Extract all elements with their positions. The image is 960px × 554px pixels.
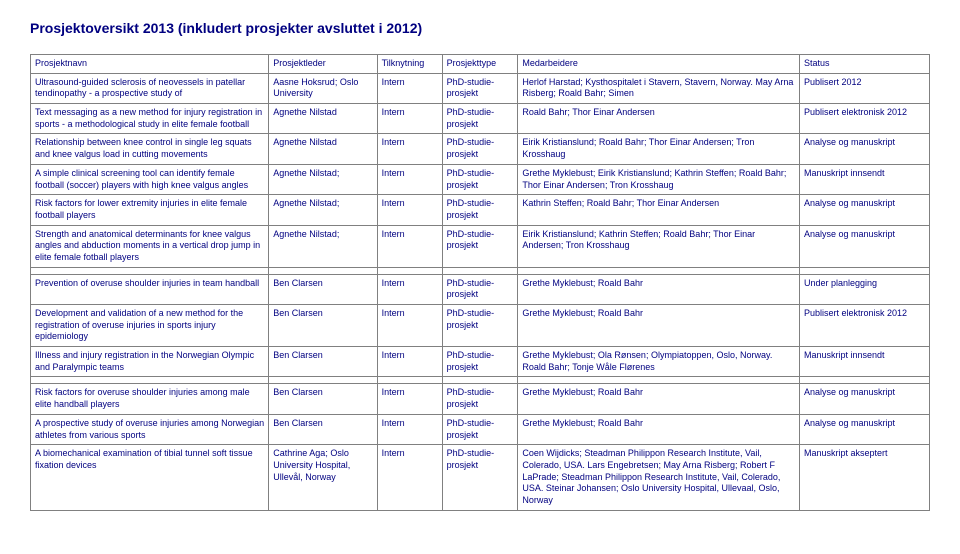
table-cell: Intern <box>377 414 442 444</box>
table-cell: Ben Clarsen <box>269 347 377 377</box>
table-cell: PhD-studie-prosjekt <box>442 104 518 134</box>
projects-table: Prosjektnavn Prosjektleder Tilknytning P… <box>30 54 930 511</box>
table-cell: Grethe Myklebust; Roald Bahr <box>518 274 800 304</box>
table-cell: Risk factors for overuse shoulder injuri… <box>31 384 269 414</box>
table-cell: Text messaging as a new method for injur… <box>31 104 269 134</box>
table-row: Relationship between knee control in sin… <box>31 134 930 164</box>
table-cell: Grethe Myklebust; Eirik Kristianslund; K… <box>518 164 800 194</box>
table-cell: PhD-studie-prosjekt <box>442 225 518 267</box>
table-cell: Ultrasound-guided sclerosis of neovessel… <box>31 73 269 103</box>
table-cell: PhD-studie-prosjekt <box>442 73 518 103</box>
table-cell: A biomechanical examination of tibial tu… <box>31 445 269 510</box>
table-cell: Eirik Kristianslund; Kathrin Steffen; Ro… <box>518 225 800 267</box>
table-row: Strength and anatomical determinants for… <box>31 225 930 267</box>
table-cell: Agnethe Nilstad; <box>269 195 377 225</box>
table-cell: PhD-studie-prosjekt <box>442 384 518 414</box>
table-cell: Aasne Hoksrud; Oslo University <box>269 73 377 103</box>
table-cell: Agnethe Nilstad <box>269 104 377 134</box>
table-cell: Analyse og manuskript <box>800 414 930 444</box>
table-cell: PhD-studie-prosjekt <box>442 414 518 444</box>
col-status: Status <box>800 55 930 74</box>
table-cell: Strength and anatomical determinants for… <box>31 225 269 267</box>
table-cell: Intern <box>377 274 442 304</box>
table-cell: Intern <box>377 164 442 194</box>
table-cell: Illness and injury registration in the N… <box>31 347 269 377</box>
col-prosjekttype: Prosjekttype <box>442 55 518 74</box>
table-row: Risk factors for lower extremity injurie… <box>31 195 930 225</box>
table-cell: Cathrine Aga; Oslo University Hospital, … <box>269 445 377 510</box>
table-cell: Under planlegging <box>800 274 930 304</box>
table-cell: Intern <box>377 305 442 347</box>
table-cell: Publisert elektronisk 2012 <box>800 104 930 134</box>
page-title: Prosjektoversikt 2013 (inkludert prosjek… <box>30 20 930 36</box>
table-cell: Manuskript innsendt <box>800 164 930 194</box>
table-cell: Grethe Myklebust; Roald Bahr <box>518 305 800 347</box>
table-cell: Ben Clarsen <box>269 384 377 414</box>
table-cell: A simple clinical screening tool can ide… <box>31 164 269 194</box>
col-prosjektnavn: Prosjektnavn <box>31 55 269 74</box>
table-cell: PhD-studie-prosjekt <box>442 305 518 347</box>
spacer-row <box>31 267 930 274</box>
table-cell: PhD-studie-prosjekt <box>442 134 518 164</box>
table-cell: Grethe Myklebust; Roald Bahr <box>518 384 800 414</box>
table-cell: A prospective study of overuse injuries … <box>31 414 269 444</box>
table-cell: Grethe Myklebust; Ola Rønsen; Olympiatop… <box>518 347 800 377</box>
table-cell: Eirik Kristianslund; Roald Bahr; Thor Ei… <box>518 134 800 164</box>
table-cell: Intern <box>377 195 442 225</box>
table-cell: Roald Bahr; Thor Einar Andersen <box>518 104 800 134</box>
table-cell: Intern <box>377 225 442 267</box>
table-cell: Coen Wijdicks; Steadman Philippon Resear… <box>518 445 800 510</box>
table-row: Prevention of overuse shoulder injuries … <box>31 274 930 304</box>
table-cell: Manuskript akseptert <box>800 445 930 510</box>
table-cell: Grethe Myklebust; Roald Bahr <box>518 414 800 444</box>
table-cell: Intern <box>377 73 442 103</box>
table-cell: Ben Clarsen <box>269 414 377 444</box>
table-row: A simple clinical screening tool can ide… <box>31 164 930 194</box>
table-cell: Prevention of overuse shoulder injuries … <box>31 274 269 304</box>
table-row: Risk factors for overuse shoulder injuri… <box>31 384 930 414</box>
table-cell: Kathrin Steffen; Roald Bahr; Thor Einar … <box>518 195 800 225</box>
table-cell: PhD-studie-prosjekt <box>442 195 518 225</box>
header-row: Prosjektnavn Prosjektleder Tilknytning P… <box>31 55 930 74</box>
table-cell: Risk factors for lower extremity injurie… <box>31 195 269 225</box>
table-cell: PhD-studie-prosjekt <box>442 164 518 194</box>
table-cell: Publisert 2012 <box>800 73 930 103</box>
table-row: Illness and injury registration in the N… <box>31 347 930 377</box>
table-cell: PhD-studie-prosjekt <box>442 274 518 304</box>
table-row: Development and validation of a new meth… <box>31 305 930 347</box>
table-row: A biomechanical examination of tibial tu… <box>31 445 930 510</box>
table-cell: Manuskript innsendt <box>800 347 930 377</box>
table-cell: PhD-studie-prosjekt <box>442 347 518 377</box>
table-cell: Herlof Harstad; Kysthospitalet i Stavern… <box>518 73 800 103</box>
table-cell: Development and validation of a new meth… <box>31 305 269 347</box>
table-cell: Intern <box>377 347 442 377</box>
table-body: Ultrasound-guided sclerosis of neovessel… <box>31 73 930 510</box>
col-medarbeidere: Medarbeidere <box>518 55 800 74</box>
table-cell: Intern <box>377 134 442 164</box>
spacer-row <box>31 377 930 384</box>
table-cell: Intern <box>377 384 442 414</box>
table-row: Ultrasound-guided sclerosis of neovessel… <box>31 73 930 103</box>
table-cell: Analyse og manuskript <box>800 134 930 164</box>
table-cell: Analyse og manuskript <box>800 384 930 414</box>
table-cell: Relationship between knee control in sin… <box>31 134 269 164</box>
table-cell: Analyse og manuskript <box>800 195 930 225</box>
col-prosjektleder: Prosjektleder <box>269 55 377 74</box>
table-cell: Ben Clarsen <box>269 305 377 347</box>
table-cell: PhD-studie-prosjekt <box>442 445 518 510</box>
table-row: A prospective study of overuse injuries … <box>31 414 930 444</box>
table-cell: Agnethe Nilstad; <box>269 164 377 194</box>
col-tilknytning: Tilknytning <box>377 55 442 74</box>
table-cell: Analyse og manuskript <box>800 225 930 267</box>
table-row: Text messaging as a new method for injur… <box>31 104 930 134</box>
table-cell: Intern <box>377 104 442 134</box>
table-cell: Intern <box>377 445 442 510</box>
table-cell: Ben Clarsen <box>269 274 377 304</box>
table-cell: Publisert elektronisk 2012 <box>800 305 930 347</box>
table-cell: Agnethe Nilstad; <box>269 225 377 267</box>
table-cell: Agnethe Nilstad <box>269 134 377 164</box>
